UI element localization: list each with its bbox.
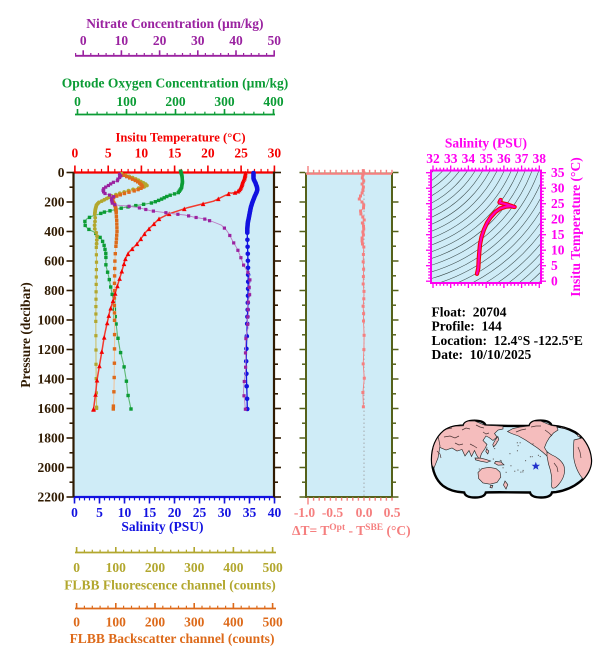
svg-text:0: 0 (74, 94, 81, 109)
svg-text:5: 5 (551, 258, 558, 273)
svg-text:25: 25 (551, 196, 565, 211)
svg-text:30: 30 (551, 181, 565, 196)
svg-text:0: 0 (72, 146, 79, 161)
svg-text:400: 400 (223, 615, 244, 630)
svg-text:Insitu Temperature (°C): Insitu Temperature (°C) (568, 157, 583, 296)
svg-text:5: 5 (96, 505, 103, 520)
svg-text:15: 15 (143, 505, 157, 520)
svg-text:30: 30 (268, 146, 282, 161)
svg-text:25: 25 (234, 146, 248, 161)
svg-text:20: 20 (153, 33, 167, 48)
svg-text:Profile: 144: Profile: 144 (432, 319, 502, 334)
svg-text:Float: 20704: Float: 20704 (432, 305, 507, 320)
svg-text:20: 20 (168, 505, 182, 520)
svg-text:40: 40 (229, 33, 243, 48)
svg-text:300: 300 (184, 560, 205, 575)
svg-text:1600: 1600 (38, 401, 65, 416)
svg-text:0: 0 (80, 33, 87, 48)
svg-text:400: 400 (44, 224, 65, 239)
svg-text:400: 400 (223, 560, 244, 575)
svg-text:0.5: 0.5 (384, 505, 401, 520)
svg-text:34: 34 (462, 151, 476, 166)
svg-text:20: 20 (201, 146, 215, 161)
svg-text:0: 0 (551, 274, 558, 289)
svg-text:2200: 2200 (38, 490, 65, 505)
svg-text:30: 30 (191, 33, 205, 48)
svg-text:Location: 12.4°S -122.5°E: Location: 12.4°S -122.5°E (432, 333, 583, 348)
svg-text:Nitrate Concentration (µm/kg): Nitrate Concentration (µm/kg) (86, 16, 263, 31)
svg-text:50: 50 (267, 33, 281, 48)
svg-text:10: 10 (115, 33, 129, 48)
svg-text:Salinity (PSU): Salinity (PSU) (121, 519, 203, 534)
svg-text:1800: 1800 (38, 431, 65, 446)
svg-text:-0.5: -0.5 (322, 505, 344, 520)
svg-text:0.0: 0.0 (356, 505, 373, 520)
svg-text:100: 100 (106, 615, 127, 630)
svg-text:30: 30 (218, 505, 232, 520)
svg-text:25: 25 (193, 505, 207, 520)
svg-text:500: 500 (262, 615, 283, 630)
svg-text:1200: 1200 (38, 342, 65, 357)
svg-text:2000: 2000 (38, 460, 65, 475)
svg-text:FLBB Backscatter channel (coun: FLBB Backscatter channel (counts) (70, 631, 275, 646)
svg-text:200: 200 (44, 195, 65, 210)
svg-text:300: 300 (214, 94, 235, 109)
svg-text:35: 35 (243, 505, 257, 520)
svg-text:Optode Oxygen Concentration (µ: Optode Oxygen Concentration (µm/kg) (62, 76, 288, 91)
svg-text:0: 0 (58, 165, 65, 180)
svg-text:-1.0: -1.0 (294, 505, 316, 520)
svg-text:10: 10 (135, 146, 149, 161)
svg-text:10: 10 (551, 243, 565, 258)
svg-text:800: 800 (44, 283, 65, 298)
svg-text:200: 200 (165, 94, 186, 109)
svg-text:0: 0 (71, 505, 78, 520)
svg-text:ΔT= TOpt - TSBE (°C): ΔT= TOpt - TSBE (°C) (292, 523, 411, 538)
svg-text:300: 300 (184, 615, 205, 630)
svg-text:10: 10 (118, 505, 132, 520)
svg-text:Salinity (PSU): Salinity (PSU) (445, 136, 527, 151)
svg-text:500: 500 (262, 560, 283, 575)
svg-text:5: 5 (105, 146, 112, 161)
svg-text:1000: 1000 (38, 313, 65, 328)
svg-text:38: 38 (533, 151, 547, 166)
svg-text:1400: 1400 (38, 372, 65, 387)
svg-text:Pressure (decibar): Pressure (decibar) (18, 282, 33, 388)
svg-text:36: 36 (497, 151, 511, 166)
svg-text:40: 40 (268, 505, 282, 520)
svg-text:32: 32 (426, 151, 440, 166)
svg-text:600: 600 (44, 254, 65, 269)
svg-text:33: 33 (444, 151, 458, 166)
svg-text:200: 200 (145, 560, 166, 575)
svg-text:0: 0 (73, 615, 80, 630)
svg-text:400: 400 (263, 94, 284, 109)
svg-text:35: 35 (551, 165, 565, 180)
svg-text:100: 100 (106, 560, 127, 575)
svg-text:Date: 10/10/2025: Date: 10/10/2025 (432, 347, 532, 362)
svg-text:15: 15 (551, 227, 565, 242)
svg-text:37: 37 (515, 151, 529, 166)
svg-text:35: 35 (479, 151, 493, 166)
svg-text:FLBB Fluorescence channel (cou: FLBB Fluorescence channel (counts) (64, 578, 276, 593)
svg-text:20: 20 (551, 212, 565, 227)
svg-text:0: 0 (73, 560, 80, 575)
svg-text:100: 100 (116, 94, 137, 109)
svg-text:200: 200 (145, 615, 166, 630)
svg-text:15: 15 (168, 146, 182, 161)
svg-text:Insitu Temperature (°C): Insitu Temperature (°C) (115, 131, 245, 145)
